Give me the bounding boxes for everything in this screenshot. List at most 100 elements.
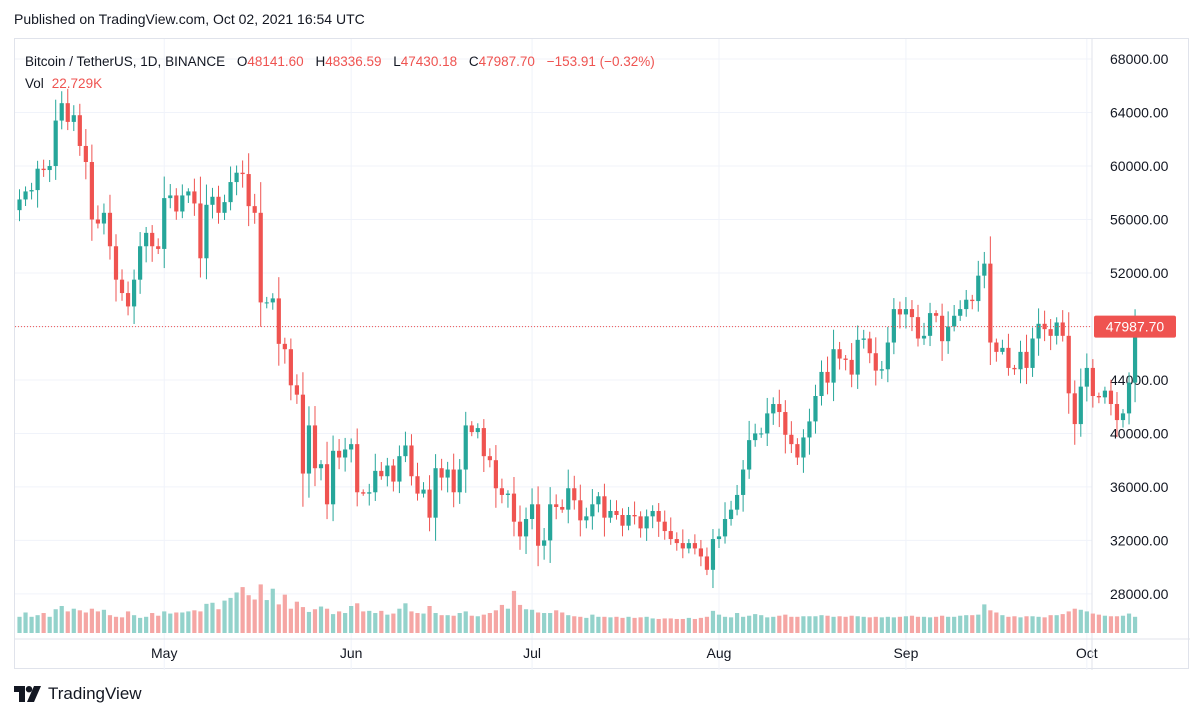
candle-body[interactable] bbox=[361, 492, 366, 494]
candle-body[interactable] bbox=[65, 103, 70, 122]
candle-body[interactable] bbox=[722, 519, 728, 537]
candle-body[interactable] bbox=[849, 359, 854, 375]
candle-body[interactable] bbox=[475, 428, 480, 433]
candle-body[interactable] bbox=[873, 353, 878, 371]
candle-body[interactable] bbox=[144, 232, 149, 247]
candle-body[interactable] bbox=[1024, 351, 1029, 368]
candle-body[interactable] bbox=[463, 425, 468, 470]
candle-body[interactable] bbox=[771, 404, 776, 414]
candle-body[interactable] bbox=[765, 413, 770, 434]
candle-body[interactable] bbox=[457, 469, 462, 493]
candle-body[interactable] bbox=[318, 464, 324, 469]
candle-body[interactable] bbox=[89, 162, 94, 220]
candle-body[interactable] bbox=[349, 444, 354, 450]
candle-body[interactable] bbox=[330, 450, 336, 505]
candle-body[interactable] bbox=[1126, 382, 1132, 414]
candle-body[interactable] bbox=[71, 115, 76, 122]
candle-body[interactable] bbox=[710, 539, 716, 570]
candle-body[interactable] bbox=[596, 496, 601, 505]
candle-body[interactable] bbox=[180, 195, 185, 212]
candle-body[interactable] bbox=[1018, 351, 1023, 370]
candle-body[interactable] bbox=[855, 339, 860, 375]
candle-body[interactable] bbox=[566, 488, 571, 510]
candle-body[interactable] bbox=[958, 309, 963, 316]
candle-body[interactable] bbox=[445, 469, 450, 478]
candle-body[interactable] bbox=[131, 279, 137, 307]
candle-body[interactable] bbox=[879, 369, 884, 371]
candle-body[interactable] bbox=[367, 492, 372, 494]
candle-body[interactable] bbox=[156, 246, 161, 249]
candle-body[interactable] bbox=[650, 510, 655, 517]
candle-body[interactable] bbox=[982, 263, 987, 276]
symbol-label[interactable]: Bitcoin / TetherUS, 1D, BINANCE bbox=[25, 54, 226, 69]
candle-body[interactable] bbox=[831, 349, 836, 383]
candle-body[interactable] bbox=[379, 470, 384, 477]
candle-body[interactable] bbox=[861, 338, 866, 340]
candle-body[interactable] bbox=[572, 488, 577, 501]
candle-body[interactable] bbox=[903, 309, 909, 315]
candle-body[interactable] bbox=[300, 394, 306, 474]
candle-body[interactable] bbox=[162, 198, 167, 249]
candle-body[interactable] bbox=[119, 279, 125, 294]
candle-body[interactable] bbox=[626, 515, 631, 526]
candle-body[interactable] bbox=[1102, 390, 1108, 398]
candle-body[interactable] bbox=[692, 543, 697, 549]
candle-body[interactable] bbox=[95, 219, 101, 224]
candle-body[interactable] bbox=[807, 421, 812, 438]
candle-body[interactable] bbox=[487, 456, 492, 461]
candle-body[interactable] bbox=[728, 509, 734, 520]
candle-body[interactable] bbox=[747, 440, 752, 470]
candle-body[interactable] bbox=[897, 309, 902, 315]
candle-body[interactable] bbox=[843, 358, 848, 360]
candle-body[interactable] bbox=[789, 434, 794, 445]
candle-body[interactable] bbox=[946, 326, 951, 342]
candle-body[interactable] bbox=[837, 349, 842, 359]
candle-body[interactable] bbox=[608, 510, 613, 518]
candle-body[interactable] bbox=[264, 302, 269, 304]
candle-body[interactable] bbox=[933, 313, 939, 316]
candle-body[interactable] bbox=[47, 166, 52, 171]
candle-body[interactable] bbox=[343, 449, 348, 458]
candle-body[interactable] bbox=[584, 516, 589, 521]
candle-body[interactable] bbox=[397, 456, 402, 482]
candle-body[interactable] bbox=[427, 489, 432, 518]
candle-body[interactable] bbox=[101, 212, 107, 224]
candle-body[interactable] bbox=[1072, 393, 1077, 425]
candle-body[interactable] bbox=[704, 556, 710, 570]
candle-body[interactable] bbox=[258, 212, 263, 303]
candle-body[interactable] bbox=[216, 196, 221, 213]
candle-body[interactable] bbox=[921, 335, 927, 339]
candle-body[interactable] bbox=[511, 493, 517, 522]
candle-body[interactable] bbox=[77, 115, 82, 146]
candle-body[interactable] bbox=[783, 412, 788, 435]
candle-body[interactable] bbox=[686, 543, 691, 549]
candle-body[interactable] bbox=[355, 444, 360, 493]
candle-body[interactable] bbox=[777, 404, 782, 413]
candle-body[interactable] bbox=[83, 145, 88, 163]
candle-body[interactable] bbox=[505, 493, 511, 495]
candle-body[interactable] bbox=[964, 299, 969, 310]
candle-body[interactable] bbox=[1114, 404, 1120, 421]
candle-body[interactable] bbox=[29, 190, 34, 192]
candle-body[interactable] bbox=[940, 315, 945, 342]
candle-body[interactable] bbox=[59, 103, 64, 121]
candle-body[interactable] bbox=[324, 464, 330, 505]
candle-body[interactable] bbox=[976, 275, 981, 302]
candle-body[interactable] bbox=[168, 195, 173, 199]
candle-body[interactable] bbox=[1108, 390, 1114, 405]
candle-body[interactable] bbox=[204, 204, 209, 259]
candle-body[interactable] bbox=[107, 212, 113, 247]
candle-body[interactable] bbox=[590, 504, 595, 517]
candle-body[interactable] bbox=[753, 433, 758, 441]
candle-body[interactable] bbox=[632, 515, 637, 517]
candle-body[interactable] bbox=[234, 172, 239, 183]
candle-body[interactable] bbox=[1132, 326, 1138, 383]
candle-body[interactable] bbox=[1030, 338, 1035, 368]
candle-body[interactable] bbox=[602, 496, 607, 518]
candle-body[interactable] bbox=[529, 504, 535, 520]
candle-body[interactable] bbox=[988, 263, 993, 343]
candle-body[interactable] bbox=[909, 309, 915, 318]
candle-body[interactable] bbox=[403, 445, 408, 457]
candle-body[interactable] bbox=[560, 506, 565, 510]
candle-body[interactable] bbox=[970, 299, 975, 302]
